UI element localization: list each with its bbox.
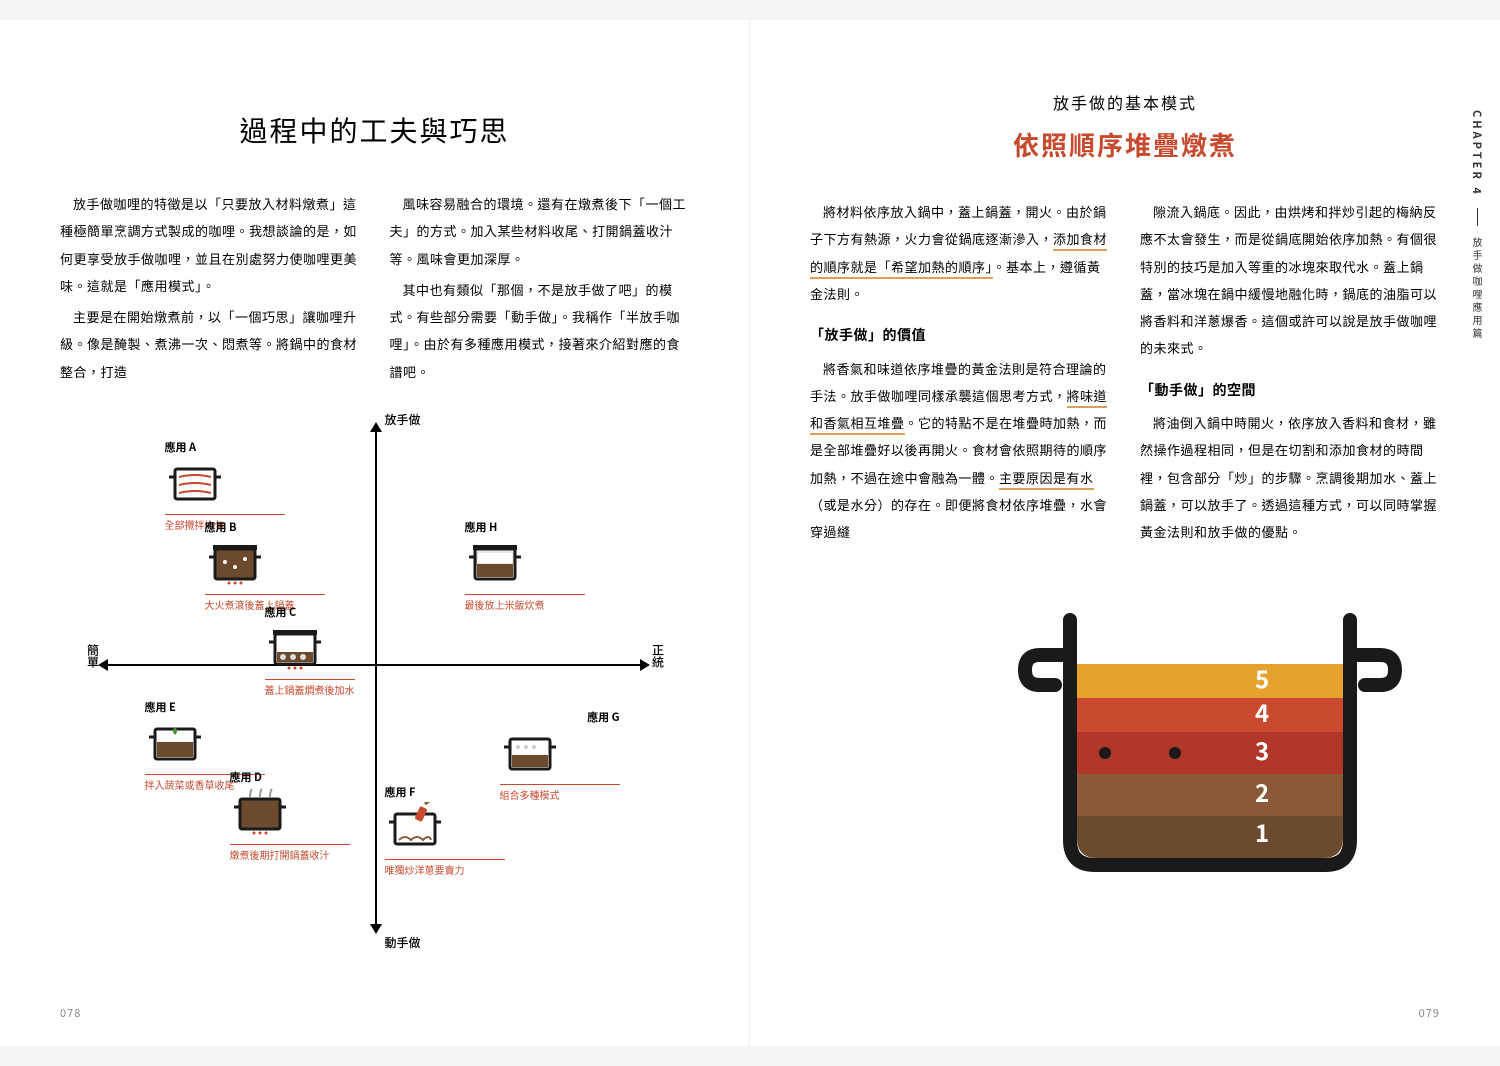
right-h1: 「放手做」的價值 — [810, 321, 1110, 350]
left-body: 放手做咖哩的特徵是以「只要放入材料燉煮」這種極簡單烹調方式製成的咖哩。我想談論的… — [60, 190, 689, 389]
pot-e-label: 應用 E — [145, 699, 265, 715]
pot-g-caption: 組合多種模式 — [500, 784, 620, 802]
pot-c-icon — [265, 622, 325, 672]
left-p3: 風味容易融合的環境。還有在燉煮後下「一個工夫」的方式。加入某些材料收尾、打開鍋蓋… — [390, 190, 690, 272]
pot-f-caption: 唯獨炒洋蔥要賣力 — [385, 859, 505, 877]
page-spread: 過程中的工夫與巧思 放手做咖哩的特徵是以「只要放入材料燉煮」這種極簡單烹調方式製… — [0, 20, 1500, 1046]
pot-h-label: 應用 H — [465, 519, 585, 535]
pot-g: 應用 G 組合多種模式 — [500, 709, 620, 802]
right-p4: 將油倒入鍋中時開火，依序放入香料和食材，雖然操作過程相同，但是在切割和添加食材的… — [1140, 409, 1440, 545]
pot-a-icon — [165, 457, 225, 507]
right-col-2: 隙流入鍋底。因此，由烘烤和拌炒引起的梅納反應不太會發生，而是從鍋底開始依序加熱。… — [1140, 198, 1440, 550]
left-title: 過程中的工夫與巧思 — [60, 110, 689, 150]
page-number-right: 079 — [1419, 1005, 1440, 1021]
pot-f-label: 應用 F — [385, 784, 505, 800]
pot-d-icon — [230, 787, 290, 837]
layer-5 — [1077, 664, 1343, 698]
axis-label-top: 放手做 — [385, 411, 421, 428]
left-page: 過程中的工夫與巧思 放手做咖哩的特徵是以「只要放入材料燉煮」這種極簡單烹調方式製… — [0, 20, 750, 1046]
pot-f-icon — [385, 802, 445, 852]
right-col-1: 將材料依序放入鍋中，蓋上鍋蓋，開火。由於鍋子下方有熱源，火力會從鍋底逐漸滲入，添… — [810, 198, 1110, 550]
layer-num-1: 1 — [1255, 814, 1269, 849]
axis-label-bottom: 動手做 — [385, 934, 421, 951]
page-number-left: 078 — [60, 1005, 81, 1021]
left-col-1: 放手做咖哩的特徵是以「只要放入材料燉煮」這種極簡單烹調方式製成的咖哩。我想談論的… — [60, 190, 360, 389]
pot-g-icon — [500, 727, 560, 777]
pot-c-label: 應用 C — [265, 604, 385, 620]
layer-4 — [1077, 698, 1343, 732]
quadrant-diagram: 放手做 動手做 簡單 正統 應用 A 全部攪拌均勻 應用 B — [95, 419, 655, 939]
chapter-sub: 放手做咖哩應用篇 — [1470, 237, 1485, 341]
arrow-right-icon — [640, 659, 650, 671]
right-h2: 「動手做」的空間 — [1140, 376, 1440, 405]
left-p1: 放手做咖哩的特徵是以「只要放入材料燉煮」這種極簡單烹調方式製成的咖哩。我想談論的… — [60, 190, 360, 299]
pot-g-label: 應用 G — [500, 709, 620, 725]
arrow-up-icon — [370, 422, 382, 432]
left-p4: 其中也有類似「那個，不是放手做了吧」的模式。有些部分需要「動手做」。我稱作「半放… — [390, 276, 690, 385]
right-title: 依照順序堆疊燉煮 — [810, 126, 1440, 163]
right-p3: 隙流入鍋底。因此，由烘烤和拌炒引起的梅納反應不太會發生，而是從鍋底開始依序加熱。… — [1140, 198, 1440, 362]
pot-h: 應用 H 最後放上米飯炊煮 — [465, 519, 585, 612]
pot-a-label: 應用 A — [165, 439, 285, 455]
layer-1 — [1077, 816, 1343, 858]
right-page: 放手做的基本模式 依照順序堆疊燉煮 將材料依序放入鍋中，蓋上鍋蓋，開火。由於鍋子… — [750, 20, 1500, 1046]
layer-3 — [1077, 732, 1343, 774]
layered-pot-diagram: 1 2 3 4 5 — [810, 580, 1440, 880]
pot-d: 應用 D 燉煮後期打開鍋蓋收汁 — [230, 769, 350, 862]
pot-f: 應用 F 唯獨炒洋蔥要賣力 — [385, 784, 505, 877]
left-col-2: 風味容易融合的環境。還有在燉煮後下「一個工夫」的方式。加入某些材料收尾、打開鍋蓋… — [390, 190, 690, 389]
layered-pot-icon: 1 2 3 4 5 — [1000, 580, 1420, 880]
axis-label-right: 正統 — [650, 644, 667, 668]
pot-h-icon — [465, 537, 525, 587]
layer-2 — [1077, 774, 1343, 816]
layer-num-2: 2 — [1255, 774, 1269, 809]
pot-b: 應用 B 大火煮滾後蓋上鍋蓋 — [205, 519, 325, 612]
right-p1: 將材料依序放入鍋中，蓋上鍋蓋，開火。由於鍋子下方有熱源，火力會從鍋底逐漸滲入，添… — [810, 198, 1110, 307]
right-subtitle: 放手做的基本模式 — [810, 90, 1440, 114]
pot-b-label: 應用 B — [205, 519, 325, 535]
right-p2: 將香氣和味道依序堆疊的黃金法則是符合理論的手法。放手做咖哩同樣承襲這個思考方式，… — [810, 355, 1110, 546]
axis-label-left: 簡單 — [85, 644, 102, 668]
pot-c-caption: 蓋上鍋蓋燜煮後加水 — [265, 679, 355, 697]
pot-h-caption: 最後放上米飯炊煮 — [465, 594, 585, 612]
pot-b-icon — [205, 537, 265, 587]
layer-num-3: 3 — [1255, 732, 1269, 767]
right-body: 將材料依序放入鍋中，蓋上鍋蓋，開火。由於鍋子下方有熱源，火力會從鍋底逐漸滲入，添… — [810, 198, 1440, 550]
pot-d-label: 應用 D — [230, 769, 350, 785]
left-p2: 主要是在開始燉煮前，以「一個巧思」讓咖哩升級。像是醃製、煮沸一次、悶煮等。將鍋中… — [60, 303, 360, 385]
chapter-label: CHAPTER 4 — [1469, 110, 1485, 197]
layer-num-4: 4 — [1255, 694, 1269, 729]
side-tab: CHAPTER 4 放手做咖哩應用篇 — [1469, 110, 1485, 341]
pot-d-caption: 燉煮後期打開鍋蓋收汁 — [230, 844, 350, 862]
pot-c: 應用 C 蓋上鍋蓋燜煮後加水 — [265, 604, 385, 697]
pot-e-icon — [145, 717, 205, 767]
arrow-down-icon — [370, 924, 382, 934]
layer-num-5: 5 — [1255, 660, 1269, 695]
